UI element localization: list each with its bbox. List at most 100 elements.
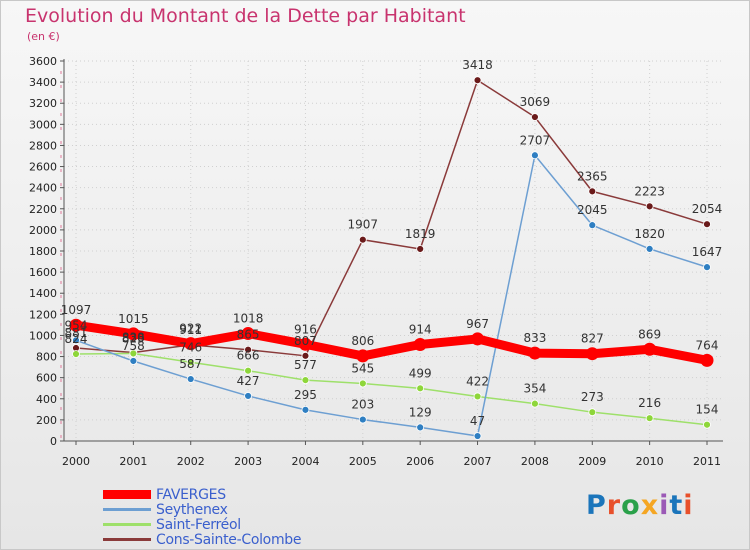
- data-point-cons-sainte-colombe: [588, 187, 597, 196]
- data-label-faverges: 869: [638, 327, 661, 341]
- y-tick-label: 1800: [29, 245, 57, 258]
- y-tick-label: 1400: [29, 287, 57, 300]
- data-point-faverges: [241, 327, 255, 341]
- y-tick-label: 2200: [29, 203, 57, 216]
- x-tick-label: 2007: [464, 455, 492, 468]
- legend-swatch-saint-ferr-ol: [103, 523, 151, 526]
- data-label-cons-sainte-colombe: 2054: [692, 202, 723, 216]
- chart-title: Evolution du Montant de la Dette par Hab…: [25, 5, 466, 27]
- logo-letter: i: [659, 490, 670, 521]
- series-line-seythenex: [75, 154, 708, 437]
- data-point-saint-ferr-ol: [72, 350, 80, 358]
- data-label-layer: 881 838 911 865 807 1907 1819 3418 3069 2365 2223 2…: [61, 58, 723, 428]
- legend: FAVERGES Seythenex Saint-Ferréol Cons-Saint…: [103, 487, 302, 548]
- y-tick-label: 1600: [29, 266, 57, 279]
- data-point-saint-ferr-ol: [645, 414, 654, 423]
- y-tick-label: 800: [36, 351, 57, 364]
- data-point-seythenex: [186, 375, 195, 383]
- legend-item-faverges: FAVERGES: [103, 487, 301, 503]
- data-label-faverges: 833: [523, 331, 546, 345]
- y-tick-label: 1000: [29, 329, 57, 342]
- data-point-seythenex: [588, 221, 597, 230]
- logo-letter: x: [640, 490, 660, 521]
- data-label-seythenex: 758: [122, 339, 145, 353]
- legend-item-cons-sainte-colombe: Cons-Sainte-Colombe: [103, 531, 302, 548]
- data-label-faverges: 967: [466, 317, 489, 331]
- y-tick-label: 3600: [29, 55, 57, 68]
- x-tick-label: 2011: [693, 455, 721, 468]
- data-point-seythenex: [244, 392, 252, 400]
- y-tick-label: 2800: [29, 139, 57, 152]
- data-point-cons-sainte-colombe: [244, 345, 252, 354]
- x-tick-label: 2008: [521, 455, 549, 468]
- data-label-faverges: 827: [581, 332, 604, 346]
- data-point-saint-ferr-ol: [244, 366, 252, 375]
- series-layer: [69, 76, 714, 440]
- data-label-faverges: 916: [294, 322, 317, 336]
- y-tick-label: 200: [36, 414, 57, 427]
- legend-label-seythenex: Seythenex: [156, 501, 228, 518]
- data-point-saint-ferr-ol: [473, 392, 482, 401]
- data-point-cons-sainte-colombe: [703, 220, 711, 229]
- y-tick-label: 2600: [29, 161, 57, 174]
- data-label-saint-ferr-ol: 746: [179, 340, 202, 354]
- data-label-saint-ferr-ol: 824: [65, 332, 88, 346]
- chart-unit: (en €): [27, 30, 60, 43]
- y-tick-label: 2400: [29, 182, 57, 195]
- y-tick-label: 1200: [29, 308, 57, 321]
- data-point-seythenex: [129, 357, 138, 365]
- data-point-seythenex: [473, 432, 482, 440]
- logo-letter: o: [621, 490, 641, 521]
- x-tick-label: 2000: [62, 455, 90, 468]
- data-point-saint-ferr-ol: [588, 408, 597, 417]
- data-label-saint-ferr-ol: 422: [466, 374, 489, 388]
- data-point-cons-sainte-colombe: [645, 202, 654, 211]
- data-label-saint-ferr-ol: 273: [581, 390, 604, 404]
- y-tick-label: 3000: [29, 118, 57, 131]
- legend-label-cons-sainte-colombe: Cons-Sainte-Colombe: [156, 531, 302, 548]
- data-point-faverges: [643, 342, 657, 356]
- data-label-cons-sainte-colombe: 865: [237, 328, 260, 342]
- data-label-cons-sainte-colombe: 881: [65, 326, 88, 340]
- x-tick-label: 2005: [349, 455, 377, 468]
- data-point-faverges: [413, 338, 427, 352]
- data-label-seythenex: 954: [65, 318, 88, 332]
- data-point-cons-sainte-colombe: [473, 76, 482, 85]
- legend-swatch-faverges: [103, 490, 151, 499]
- data-point-cons-sainte-colombe: [531, 113, 539, 121]
- data-point-faverges: [69, 318, 83, 332]
- legend-swatch-cons-sainte-colombe: [103, 538, 151, 541]
- data-label-cons-sainte-colombe: 3418: [462, 58, 493, 72]
- data-point-saint-ferr-ol: [531, 399, 539, 408]
- data-label-saint-ferr-ol: 577: [294, 358, 317, 372]
- data-point-faverges: [700, 353, 714, 367]
- data-label-saint-ferr-ol: 829: [122, 331, 145, 345]
- y-tick-label: 3200: [29, 97, 57, 110]
- data-point-seythenex: [703, 263, 711, 272]
- data-point-seythenex: [301, 405, 310, 414]
- logo-letter: i: [683, 490, 694, 521]
- data-label-cons-sainte-colombe: 807: [294, 334, 317, 348]
- data-point-seythenex: [645, 244, 654, 253]
- data-label-cons-sainte-colombe: 3069: [520, 95, 551, 109]
- data-point-seythenex: [72, 336, 80, 345]
- logo-letter: t: [669, 490, 684, 521]
- data-point-saint-ferr-ol: [358, 379, 367, 388]
- legend-label-saint-ferr-ol: Saint-Ferréol: [156, 516, 241, 533]
- data-label-cons-sainte-colombe: 2365: [577, 169, 608, 183]
- data-point-faverges: [585, 347, 599, 361]
- data-label-faverges: 1097: [61, 303, 92, 317]
- data-point-cons-sainte-colombe: [416, 245, 425, 253]
- data-label-saint-ferr-ol: 216: [638, 396, 661, 410]
- logo-letter: r: [606, 490, 622, 521]
- proxiti-logo: Proxiti: [586, 490, 694, 521]
- data-point-faverges: [528, 346, 542, 360]
- series-line-faverges: [71, 320, 712, 365]
- data-label-faverges: 922: [179, 322, 202, 336]
- data-label-saint-ferr-ol: 154: [696, 403, 719, 417]
- data-label-seythenex: 2707: [520, 133, 551, 147]
- data-point-saint-ferr-ol: [186, 358, 195, 367]
- data-point-faverges: [298, 337, 312, 351]
- data-label-saint-ferr-ol: 666: [237, 349, 260, 363]
